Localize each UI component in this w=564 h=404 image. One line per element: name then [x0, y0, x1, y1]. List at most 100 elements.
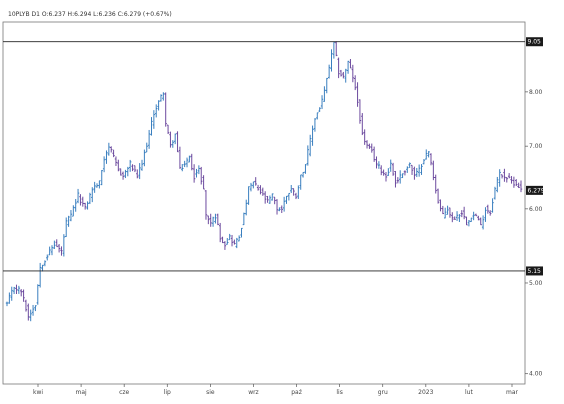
ohlc-bar [173, 133, 177, 145]
ohlc-bar [110, 146, 113, 153]
ohlc-bar [41, 264, 44, 272]
ohlc-bar [446, 205, 449, 215]
ohlc-bar [297, 185, 300, 199]
ohlc-bar [410, 164, 414, 175]
ohlc-bar [100, 169, 103, 186]
x-tick-label: paź [291, 389, 302, 396]
ohlc-bar [169, 131, 172, 148]
ohlc-bar [155, 104, 158, 118]
ohlc-bar [370, 143, 373, 153]
ohlc-bar [434, 174, 437, 194]
ohlc-bar [425, 149, 428, 160]
ohlc-bar [346, 60, 350, 74]
ohlc-bar [301, 171, 305, 178]
ohlc-bar [496, 176, 499, 193]
ohlc-bar [311, 125, 314, 146]
ohlc-bar [420, 164, 423, 175]
ohlc-bar [72, 205, 75, 217]
ohlc-bar [31, 304, 35, 316]
ohlc-bar [342, 71, 345, 79]
ohlc-bar [207, 215, 210, 225]
ohlc-bar [396, 177, 400, 184]
ohlc-bar [453, 216, 456, 220]
ohlc-bar [43, 260, 47, 267]
ohlc-bar [79, 194, 82, 206]
ohlc-bar [327, 64, 331, 79]
ohlc-bar [81, 196, 84, 207]
ohlc-bar [465, 216, 468, 226]
ohlc-bar [422, 159, 426, 165]
ohlc-bar [252, 181, 255, 189]
level-tag-1-label: 9.05 [528, 39, 542, 46]
ohlc-bar [361, 113, 364, 136]
ohlc-bar [185, 157, 189, 168]
ohlc-bar [323, 86, 326, 102]
y-tick-label: 5.00 [529, 280, 543, 287]
ohlc-bar [183, 160, 186, 168]
ohlc-bar [515, 179, 518, 187]
ohlc-bar [261, 187, 265, 196]
ohlc-bar [467, 220, 471, 227]
ohlc-bar [124, 169, 127, 179]
ohlc-bar [285, 195, 288, 204]
y-tick-label: 4.00 [529, 371, 543, 378]
ohlc-bar [282, 196, 286, 212]
level-tag-2-bg [526, 266, 543, 276]
x-tick-label: wrz [248, 389, 259, 396]
ohlc-bar [474, 213, 478, 217]
ohlc-bar [164, 92, 167, 127]
ohlc-bar [436, 188, 440, 204]
ohlc-bar [145, 142, 148, 153]
ohlc-bar [76, 188, 80, 204]
ohlc-bar [387, 168, 390, 176]
ohlc-bar [176, 131, 179, 153]
ohlc-bar [46, 254, 49, 261]
ohlc-bar [8, 292, 11, 304]
ohlc-bar [55, 239, 58, 248]
ohlc-bar [197, 165, 201, 175]
ohlc-bar [372, 146, 376, 162]
ohlc-bar [166, 124, 170, 134]
ohlc-bar [477, 215, 480, 221]
ohlc-bar [491, 198, 494, 213]
ohlc-bar [356, 82, 359, 107]
ohlc-bar [60, 246, 63, 256]
ohlc-bar [290, 184, 293, 194]
ohlc-bar [190, 153, 193, 171]
ohlc-bar [498, 169, 501, 187]
ohlc-bar [147, 129, 151, 149]
ohlc-bar [263, 191, 267, 204]
ohlc-bar [441, 205, 445, 215]
horizontal-lines [3, 41, 525, 272]
ohlc-bar [318, 107, 321, 112]
ohlc-bar [493, 186, 497, 200]
ohlc-bar [375, 156, 378, 169]
ohlc-bar [86, 201, 89, 210]
ohlc-bar [202, 175, 205, 190]
ohlc-bar [353, 75, 357, 91]
ohlc-bar [221, 236, 224, 244]
x-tick-label: lis [336, 389, 342, 396]
ohlc-bar [112, 149, 115, 158]
ohlc-bar [102, 156, 106, 173]
ohlc-bars [5, 41, 523, 322]
ohlc-bar [275, 199, 279, 215]
ohlc-bar [126, 166, 130, 177]
ohlc-bar [10, 286, 13, 301]
x-tick-label: kwi [33, 389, 43, 396]
ohlc-bar [271, 193, 274, 201]
ohlc-bar [489, 210, 492, 216]
ohlc-bar [363, 129, 366, 145]
ohlc-bar [384, 172, 388, 182]
ohlc-bar [62, 234, 66, 257]
ohlc-bar [351, 64, 355, 83]
ohlc-bar [339, 69, 343, 77]
x-tick-label: cze [119, 389, 129, 396]
ohlc-bar [140, 159, 144, 171]
ohlc-bar [214, 213, 217, 224]
ohlc-bar [439, 199, 442, 212]
ohlc-bar [368, 143, 371, 149]
ohlc-bar [294, 192, 298, 200]
ohlc-bar [389, 159, 392, 172]
